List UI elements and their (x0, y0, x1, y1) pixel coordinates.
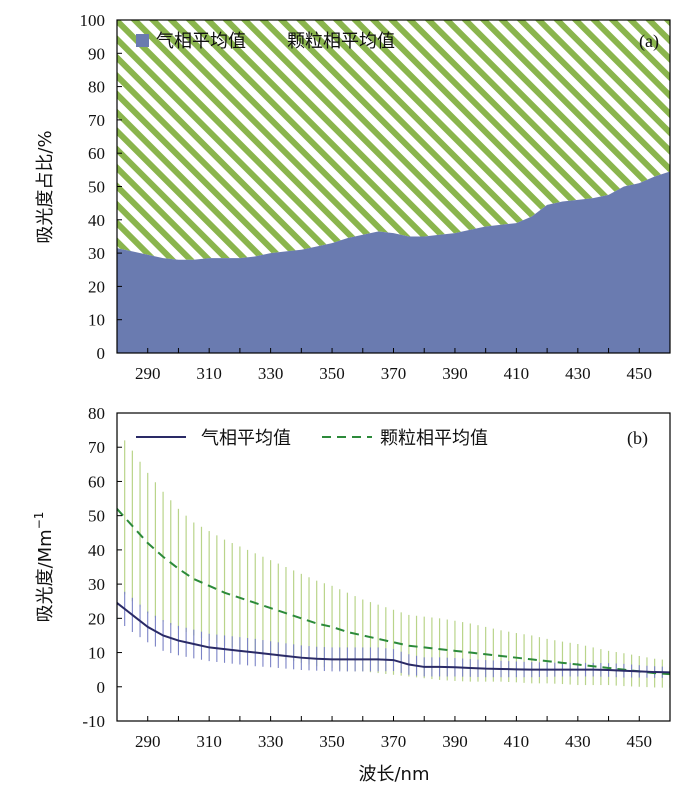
y-tick-label: -10 (82, 712, 105, 731)
legend-label-gas-line: 气相平均值 (201, 428, 291, 449)
x-tick-label: 290 (135, 732, 161, 751)
x-tick-label: 430 (565, 732, 591, 751)
legend-label-gas-area: 气相平均值 (156, 31, 246, 52)
legend-swatch-particle-area (267, 34, 280, 47)
y-tick-label: 40 (88, 211, 105, 230)
x-tick-label: 350 (319, 364, 345, 383)
x-tick-label: 430 (565, 364, 591, 383)
y-tick-label: 90 (88, 44, 105, 63)
x-tick-label: 310 (196, 732, 222, 751)
y-tick-label: 60 (88, 472, 105, 491)
panel-b-plot-area (117, 430, 670, 688)
x-tick-label: 330 (258, 732, 284, 751)
panel-a-area-chart: 0 10 20 30 40 50 60 70 80 90 100 290 310 330 350 370 390… (35, 11, 671, 383)
x-tick-label: 290 (135, 364, 161, 383)
panel-a-y-axis-title: 吸光度占比/% (35, 130, 56, 243)
panel-b-y-axis-title-superscript: −1 (32, 512, 46, 530)
panel-b-legend: 气相平均值 颗粒相平均值 (136, 428, 488, 449)
particle-share-area (117, 20, 670, 260)
y-tick-label: 70 (88, 438, 105, 457)
y-tick-label: 100 (80, 11, 106, 30)
y-tick-label: 80 (88, 78, 105, 97)
panel-a-label: (a) (639, 31, 659, 52)
y-tick-label: 70 (88, 111, 105, 130)
x-tick-label: 390 (442, 364, 468, 383)
y-tick-label: 40 (88, 541, 105, 560)
gas-mean-line (117, 602, 670, 674)
gas-share-area (117, 171, 670, 353)
panel-b-axes: -10 0 10 20 30 40 50 60 70 80 290 310 330 350 370 390 41… (82, 404, 671, 751)
x-tick-label: 370 (381, 364, 407, 383)
particle-mean-line (117, 508, 670, 676)
panel-a-plot-area (117, 20, 670, 353)
panel-b-x-axis-title: 波长/nm (358, 764, 429, 785)
panel-b-line-chart: -10 0 10 20 30 40 50 60 70 80 290 310 330 350 370 390 41… (32, 404, 671, 785)
y-tick-label: 0 (97, 678, 106, 697)
x-tick-label: 390 (442, 732, 468, 751)
y-tick-label: 20 (88, 277, 105, 296)
x-tick-label: 410 (504, 364, 530, 383)
panel-b-y-axis-title-main: 吸光度/Mm (35, 529, 56, 622)
panel-b-y-axis-title: 吸光度/Mm−1 (32, 512, 56, 623)
x-tick-label: 370 (381, 732, 407, 751)
y-tick-label: 30 (88, 244, 105, 263)
panel-a-axes: 0 10 20 30 40 50 60 70 80 90 100 290 310 330 350 370 390… (80, 11, 671, 383)
y-tick-label: 10 (88, 311, 105, 330)
x-tick-label: 350 (319, 732, 345, 751)
y-tick-label: 50 (88, 178, 105, 197)
x-tick-label: 410 (504, 732, 530, 751)
legend-swatch-gas-area (136, 34, 149, 47)
y-tick-label: 20 (88, 609, 105, 628)
y-tick-label: 30 (88, 575, 105, 594)
panel-a-legend: 气相平均值 颗粒相平均值 (136, 31, 395, 52)
y-tick-label: 10 (88, 644, 105, 663)
panel-b-label: (b) (627, 428, 648, 449)
x-tick-label: 450 (627, 364, 653, 383)
y-tick-label: 50 (88, 507, 105, 526)
x-tick-label: 330 (258, 364, 284, 383)
x-tick-label: 450 (627, 732, 653, 751)
x-tick-label: 310 (196, 364, 222, 383)
y-tick-label: 60 (88, 144, 105, 163)
legend-label-particle-area: 颗粒相平均值 (287, 31, 395, 52)
y-tick-label: 0 (97, 344, 106, 363)
y-tick-label: 80 (88, 404, 105, 423)
legend-label-particle-line: 颗粒相平均值 (380, 428, 488, 449)
